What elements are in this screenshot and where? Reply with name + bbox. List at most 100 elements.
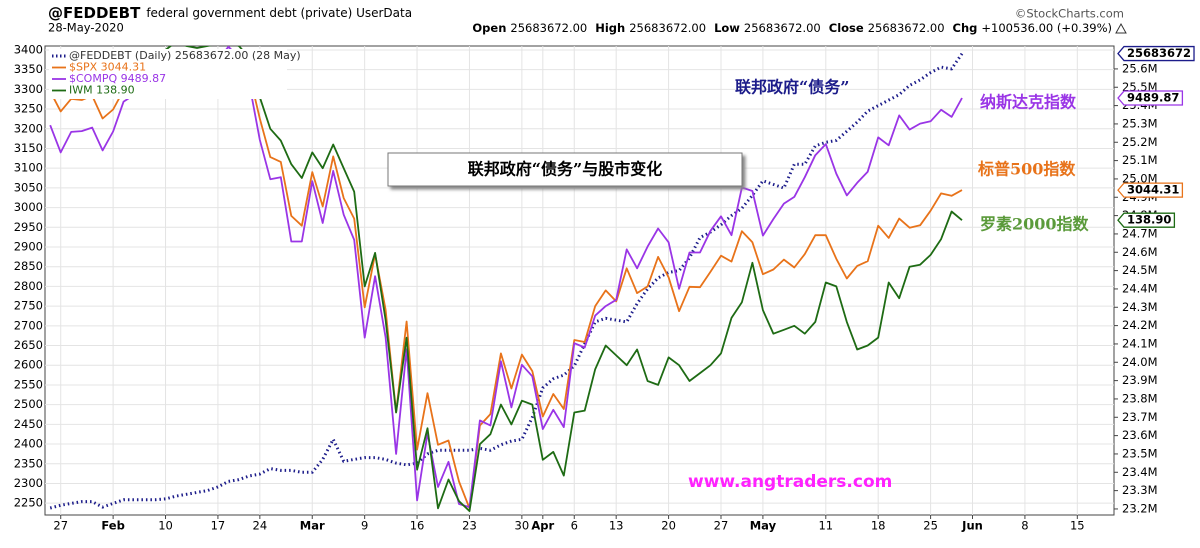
legend-label: IWM 138.90 [69,84,135,97]
x-tick-label: 24 [253,519,268,533]
title-box [387,152,743,187]
quote-label: Low [714,21,740,35]
x-tick-label: Jun [961,519,983,533]
up-arrow [1115,22,1127,34]
last-value-label: 9489.87 [1127,91,1179,105]
quote-label: Open [472,21,506,35]
x-tick-label: 13 [609,519,624,533]
y2-tick-label: 25.6M [1122,61,1158,75]
quote: Open 25683672.00 High 25683672.00 Low 2568367… [472,21,1112,35]
y-tick-label: 3050 [14,180,43,194]
legend-label: @FEDDEBT (Daily) 25683672.00 (28 May) [69,49,301,62]
y2-tick-label: 23.7M [1122,410,1158,424]
y2-tick-label: 24.4M [1122,281,1158,295]
x-tick-label: Apr [531,519,554,533]
x-tick-label: May [750,519,777,533]
y2-tick-label: 24.0M [1122,355,1158,369]
y2-tick-label: 25.5M [1122,80,1158,94]
y-tick-label: 2500 [14,397,43,411]
y-tick-label: 2950 [14,220,43,234]
y2-tick-label: 25.2M [1122,135,1158,149]
header-line: @FEDDEBT federal government debt (private… [48,4,412,22]
quote-label: High [595,21,625,35]
y2-tick-label: 25.1M [1122,153,1158,167]
y2-tick-label: 23.6M [1122,428,1158,442]
y2-tick-label: 25.0M [1122,171,1158,185]
y-tick-label: 2800 [14,279,43,293]
y2-tick-label: 23.8M [1122,391,1158,405]
quote-value: 25683672.00 [744,21,821,35]
x-tick-label: Mar [300,519,325,533]
y-tick-label: 2450 [14,417,43,431]
last-value-tag [1117,182,1184,198]
y-tick-label: 2300 [14,476,43,490]
last-value-label: 3044.31 [1127,183,1179,197]
last-value-tag [1117,90,1184,106]
chart-title: 联邦政府“债务”与股市变化 [468,160,662,179]
y-tick-label: 2900 [14,240,43,254]
annotation: 标普500指数 [977,160,1076,179]
quote-label: Close [829,21,864,35]
y2-tick-label: 24.3M [1122,300,1158,314]
legend-label: $SPX 3044.31 [69,61,146,74]
y-tick-label: 2550 [14,377,43,391]
y-tick-label: 2750 [14,299,43,313]
y-tick-label: 2250 [14,496,43,510]
y-tick-label: 2350 [14,456,43,470]
y2-tick-label: 24.6M [1122,245,1158,259]
x-tick-label: 9 [361,519,368,533]
y-tick-label: 3250 [14,102,43,116]
last-value-label: 25683672 [1127,46,1191,60]
y2-tick-label: 23.3M [1122,483,1158,497]
y-tick-label: 2650 [14,338,43,352]
x-tick-label: 8 [1021,519,1028,533]
y2-tick-label: 24.1M [1122,336,1158,350]
y-tick-label: 2400 [14,437,43,451]
x-tick-label: 27 [714,519,729,533]
y-tick-label: 3100 [14,161,43,175]
annotation: 联邦政府“债务” [735,78,849,97]
y-tick-label: 3150 [14,141,43,155]
x-tick-label: 23 [462,519,477,533]
y-tick-label: 2700 [14,318,43,332]
y-tick-label: 3000 [14,200,43,214]
annotation: 罗素2000指数 [980,215,1090,234]
x-tick-label: 30 [515,519,530,533]
x-tick-label: Feb [101,519,124,533]
quote-value: 25683672.00 [629,21,706,35]
y-tick-label: 3400 [14,42,43,56]
plot-frame [44,45,1115,516]
source: ©StockCharts.com [1015,7,1124,21]
y2-tick-label: 23.5M [1122,446,1158,460]
last-value-tag [1117,212,1176,228]
last-value-tag [1117,45,1195,62]
x-tick-label: 20 [661,519,676,533]
quote-value: +100536.00 (+0.39%) [981,21,1112,35]
y-tick-label: 2600 [14,358,43,372]
x-tick-label: 25 [923,519,938,533]
website: www.angtraders.com [688,472,892,492]
last-value-label: 138.90 [1127,213,1171,227]
series-line [49,46,963,512]
y-tick-label: 2850 [14,259,43,273]
x-tick-label: 11 [818,519,833,533]
y-tick-label: 3350 [14,62,43,76]
symbol: @FEDDEBT [48,4,141,22]
x-tick-label: 6 [571,519,578,533]
x-tick-label: 15 [1070,519,1085,533]
description: federal government debt (private) UserDa… [146,6,412,20]
y2-tick-label: 24.5M [1122,263,1158,277]
quote-value: 25683672.00 [510,21,587,35]
x-tick-label: 17 [211,519,226,533]
y2-tick-label: 25.3M [1122,116,1158,130]
series-line [49,52,964,510]
quote-label: Chg [953,21,978,35]
y2-tick-label: 23.4M [1122,465,1158,479]
y2-tick-label: 24.7M [1122,226,1158,240]
y2-tick-label: 23.9M [1122,373,1158,387]
x-tick-label: 18 [871,519,886,533]
y2-tick-label: 23.2M [1122,501,1158,515]
annotation: 纳斯达克指数 [980,93,1077,112]
x-tick-label: 10 [158,519,173,533]
